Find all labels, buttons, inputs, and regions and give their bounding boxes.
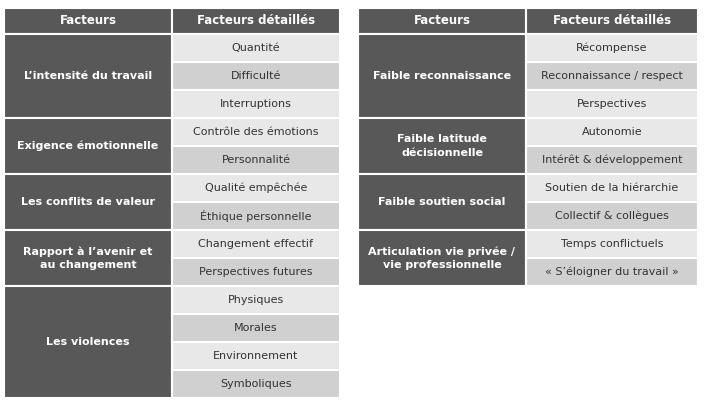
Bar — [526, 34, 698, 62]
Bar — [4, 286, 172, 398]
Bar — [526, 174, 698, 202]
Text: Rapport à l’avenir et
au changement: Rapport à l’avenir et au changement — [23, 246, 153, 270]
Bar — [172, 258, 340, 286]
Text: Qualité empêchée: Qualité empêchée — [205, 183, 307, 193]
Bar — [172, 230, 340, 258]
Text: Éthique personnelle: Éthique personnelle — [200, 210, 312, 222]
Text: Difficulté: Difficulté — [231, 71, 281, 81]
Text: Physiques: Physiques — [228, 295, 284, 305]
Bar — [358, 8, 526, 34]
Text: Facteurs: Facteurs — [414, 15, 470, 27]
Text: Perspectives: Perspectives — [577, 99, 647, 109]
Bar — [358, 118, 526, 174]
Bar — [172, 174, 340, 202]
Text: Faible latitude
décisionnelle: Faible latitude décisionnelle — [397, 134, 487, 158]
Text: Facteurs: Facteurs — [59, 15, 116, 27]
Bar — [172, 370, 340, 398]
Text: Articulation vie privée /
vie professionnelle: Articulation vie privée / vie profession… — [369, 246, 515, 270]
Bar — [4, 230, 172, 286]
Bar — [172, 34, 340, 62]
Text: Interruptions: Interruptions — [220, 99, 292, 109]
Bar — [172, 286, 340, 314]
Text: « S’éloigner du travail »: « S’éloigner du travail » — [545, 267, 679, 277]
Text: L’intensité du travail: L’intensité du travail — [24, 71, 152, 81]
Bar — [526, 258, 698, 286]
Text: Faible reconnaissance: Faible reconnaissance — [373, 71, 511, 81]
Bar — [358, 34, 526, 118]
Text: Environnement: Environnement — [214, 351, 299, 361]
Text: Facteurs détaillés: Facteurs détaillés — [197, 15, 315, 27]
Text: Temps conflictuels: Temps conflictuels — [560, 239, 663, 249]
Text: Les violences: Les violences — [47, 337, 130, 347]
Bar — [172, 202, 340, 230]
Bar — [4, 174, 172, 230]
Text: Quantité: Quantité — [232, 43, 281, 53]
Text: Autonomie: Autonomie — [582, 127, 642, 137]
Text: Soutien de la hiérarchie: Soutien de la hiérarchie — [546, 183, 679, 193]
Bar — [4, 8, 172, 34]
Bar — [526, 118, 698, 146]
Bar — [4, 118, 172, 174]
Text: Symboliques: Symboliques — [220, 379, 292, 389]
Bar — [172, 314, 340, 342]
Text: Contrôle des émotions: Contrôle des émotions — [193, 127, 319, 137]
Text: Récompense: Récompense — [576, 43, 648, 53]
Text: Changement effectif: Changement effectif — [199, 239, 314, 249]
Bar — [172, 90, 340, 118]
Text: Reconnaissance / respect: Reconnaissance / respect — [541, 71, 683, 81]
Bar — [526, 146, 698, 174]
Bar — [358, 174, 526, 230]
Bar — [172, 118, 340, 146]
Text: Intérêt & développement: Intérêt & développement — [541, 155, 682, 165]
Text: Personnalité: Personnalité — [221, 155, 290, 165]
Bar — [526, 202, 698, 230]
Bar — [358, 230, 526, 286]
Bar — [4, 34, 172, 118]
Text: Exigence émotionnelle: Exigence émotionnelle — [18, 141, 159, 151]
Text: Perspectives futures: Perspectives futures — [200, 267, 313, 277]
Bar — [526, 62, 698, 90]
Text: Les conflits de valeur: Les conflits de valeur — [21, 197, 155, 207]
Bar — [526, 8, 698, 34]
Bar — [172, 146, 340, 174]
Text: Collectif & collègues: Collectif & collègues — [555, 211, 669, 221]
Bar — [526, 90, 698, 118]
Text: Facteurs détaillés: Facteurs détaillés — [553, 15, 671, 27]
Text: Faible soutien social: Faible soutien social — [379, 197, 505, 207]
Bar — [526, 230, 698, 258]
Bar — [172, 62, 340, 90]
Text: Morales: Morales — [234, 323, 278, 333]
Bar — [172, 342, 340, 370]
Bar — [172, 8, 340, 34]
